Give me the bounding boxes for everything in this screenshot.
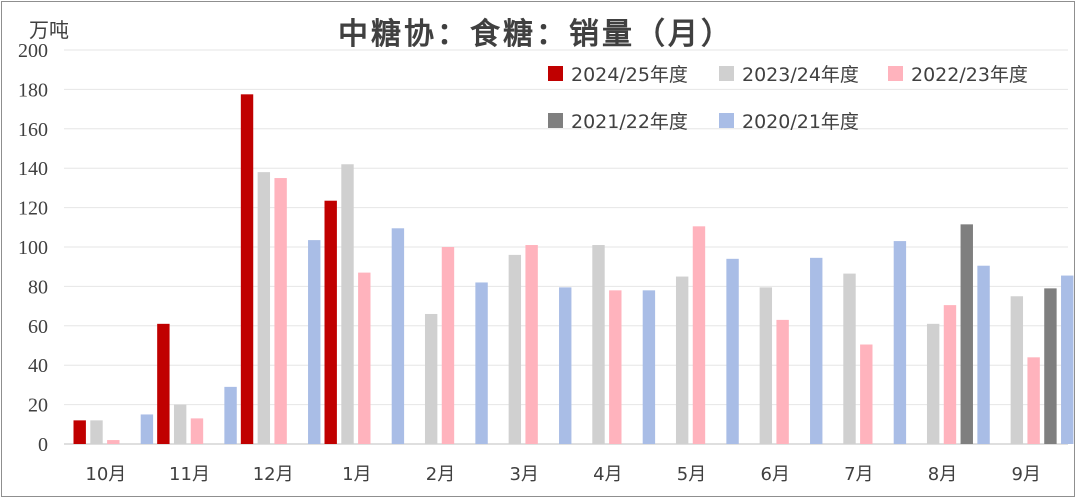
y-axis-unit: 万吨 — [29, 18, 69, 42]
bar — [609, 290, 622, 444]
y-tick-label: 0 — [38, 434, 48, 456]
y-tick-label: 60 — [28, 316, 48, 338]
bar — [140, 414, 154, 444]
legend-label: 2022/23年度 — [911, 64, 1028, 86]
legend-swatch — [719, 113, 734, 128]
bar — [107, 440, 120, 444]
y-tick-label: 100 — [18, 237, 48, 259]
bar — [675, 276, 689, 444]
bar — [960, 224, 973, 444]
legend-swatch — [719, 66, 734, 81]
bar — [224, 386, 237, 444]
bar — [810, 257, 823, 444]
bar — [642, 290, 656, 444]
bar — [1027, 357, 1040, 444]
legend-swatch — [548, 66, 563, 81]
bar — [324, 200, 337, 444]
series-4 — [960, 224, 1057, 444]
bar — [441, 247, 455, 444]
bar — [1044, 288, 1057, 444]
x-tick-label: 12月 — [253, 464, 294, 485]
bar — [525, 245, 538, 444]
legend-label: 2024/25年度 — [571, 64, 688, 86]
series-2 — [90, 164, 1024, 444]
bar — [341, 164, 354, 444]
bar — [692, 226, 706, 444]
y-tick-label: 200 — [18, 40, 48, 62]
x-tick-label: 4月 — [593, 464, 622, 485]
bar — [592, 245, 605, 444]
legend-label: 2023/24年度 — [742, 64, 859, 86]
x-tick-label: 9月 — [1011, 464, 1040, 485]
bar — [157, 323, 170, 444]
x-tick-label: 5月 — [677, 464, 706, 485]
legend-label: 2021/22年度 — [571, 111, 688, 133]
bar — [559, 287, 572, 444]
bar — [90, 420, 103, 444]
bar — [475, 282, 488, 444]
bar — [1010, 296, 1024, 444]
bar — [860, 344, 873, 444]
series-3 — [107, 178, 1040, 445]
x-tick-label: 10月 — [85, 464, 126, 485]
bar — [424, 313, 438, 444]
y-tick-label: 160 — [18, 119, 48, 141]
legend-label: 2020/21年度 — [742, 111, 859, 133]
bar — [358, 272, 371, 444]
bar — [73, 420, 86, 444]
bar — [943, 305, 957, 444]
bar — [240, 94, 254, 444]
bar — [726, 258, 739, 444]
x-tick-label: 8月 — [928, 464, 957, 485]
bar — [1061, 275, 1074, 444]
bar — [926, 323, 940, 444]
y-tick-label: 20 — [28, 395, 48, 417]
y-tick-label: 180 — [18, 79, 48, 101]
y-axis-ticks: 0 20 40 60 80 100 120 140 160 180 200 — [18, 40, 48, 456]
bar — [843, 273, 856, 444]
x-tick-label: 1月 — [342, 464, 371, 485]
legend: 2024/25年度 2023/24年度 2022/23年度 2021/22年度 2020… — [548, 64, 1028, 133]
bar — [759, 287, 773, 444]
bar — [508, 254, 522, 444]
x-tick-label: 2月 — [426, 464, 455, 485]
bar — [977, 265, 990, 444]
x-axis-ticks: 10月 11月 12月 1月 2月 3月 4月 5月 6月 7月 8月 9月 — [85, 464, 1041, 485]
y-tick-label: 140 — [18, 158, 48, 180]
x-tick-label: 11月 — [169, 464, 210, 485]
bar — [190, 418, 204, 444]
bar — [173, 404, 187, 444]
series-1 — [73, 94, 337, 444]
bar — [776, 319, 789, 444]
x-tick-label: 6月 — [760, 464, 789, 485]
chart-title: 中糖协：食糖：销量（月） — [338, 17, 734, 52]
bar — [257, 172, 271, 444]
bar — [274, 178, 287, 445]
series-5 — [140, 228, 1074, 444]
y-tick-label: 40 — [28, 355, 48, 377]
bar — [391, 228, 405, 444]
y-tick-label: 80 — [28, 276, 48, 298]
legend-swatch — [548, 113, 563, 128]
bars — [73, 94, 1074, 445]
bar — [893, 241, 907, 444]
x-tick-label: 7月 — [844, 464, 873, 485]
legend-swatch — [888, 66, 903, 81]
bar — [308, 240, 321, 444]
x-tick-label: 3月 — [509, 464, 538, 485]
y-tick-label: 120 — [18, 198, 48, 220]
